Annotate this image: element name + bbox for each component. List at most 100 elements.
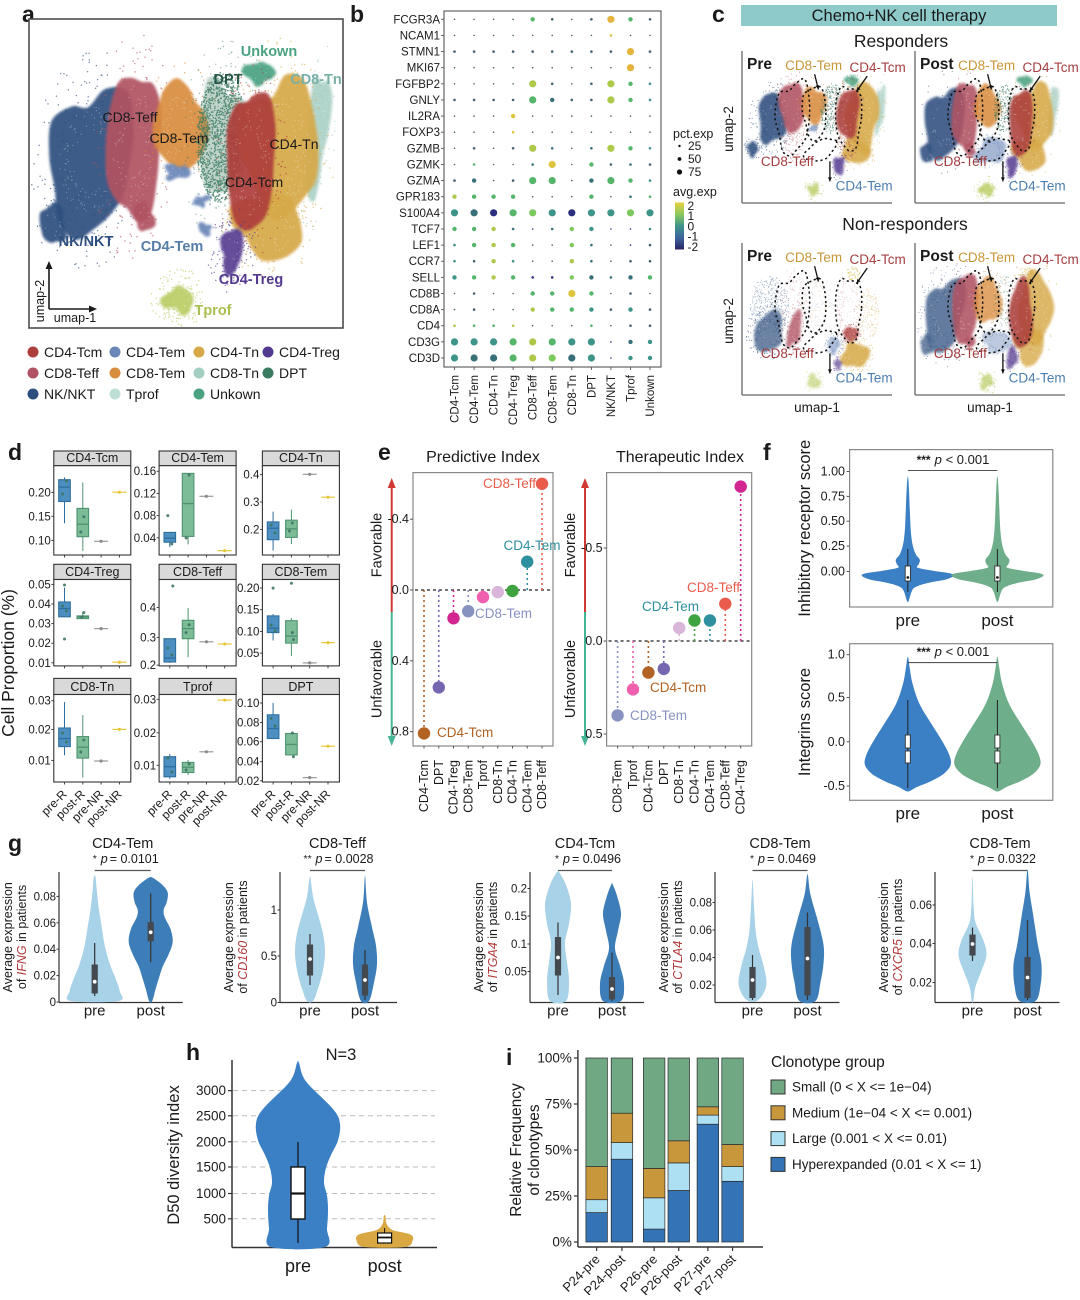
svg-text:2: 2 xyxy=(688,199,695,213)
svg-text:0.06: 0.06 xyxy=(237,737,259,749)
svg-text:NCAM1: NCAM1 xyxy=(400,30,440,42)
svg-text:*: * xyxy=(750,853,754,865)
svg-text:0.03: 0.03 xyxy=(134,694,156,706)
svg-text:0.04: 0.04 xyxy=(237,757,260,769)
svg-text:pre: pre xyxy=(547,1003,569,1020)
svg-text:500: 500 xyxy=(203,1211,226,1226)
svg-text:1.0: 1.0 xyxy=(828,648,845,662)
svg-text:< 0.001: < 0.001 xyxy=(946,452,990,467)
svg-text:FGFBP2: FGFBP2 xyxy=(395,79,440,91)
svg-text:0.12: 0.12 xyxy=(134,488,156,500)
svg-text:Medium (1e−04 < X <= 0.001): Medium (1e−04 < X <= 0.001) xyxy=(792,1105,972,1120)
svg-text:post: post xyxy=(793,1003,822,1020)
svg-text:DPT: DPT xyxy=(657,760,671,785)
svg-text:CD4-Tem: CD4-Tem xyxy=(1009,179,1066,194)
svg-text:1.00: 1.00 xyxy=(821,465,845,479)
svg-text:0.2: 0.2 xyxy=(511,884,527,896)
svg-text:umap-1: umap-1 xyxy=(794,400,840,415)
svg-text:0.04: 0.04 xyxy=(34,944,57,956)
svg-text:0.75: 0.75 xyxy=(821,489,845,503)
svg-text:CD8-Tem: CD8-Tem xyxy=(785,250,842,265)
svg-text:*: * xyxy=(93,853,97,865)
svg-text:0.15: 0.15 xyxy=(237,605,259,617)
svg-text:CD4-Treg: CD4-Treg xyxy=(219,272,283,288)
svg-text:0.06: 0.06 xyxy=(690,925,712,937)
svg-text:25: 25 xyxy=(688,139,702,153)
svg-text:CD4-Treg: CD4-Treg xyxy=(279,344,340,360)
svg-text:CD4-Tem: CD4-Tem xyxy=(503,538,560,553)
svg-text:b: b xyxy=(350,1,364,27)
svg-text:1000: 1000 xyxy=(196,1186,226,1201)
svg-text:-0.5: -0.5 xyxy=(581,541,603,555)
svg-text:Unkown: Unkown xyxy=(210,386,261,402)
svg-text:0.03: 0.03 xyxy=(28,696,50,708)
svg-text:0.08: 0.08 xyxy=(237,718,259,730)
svg-text:CD8-Tn: CD8-Tn xyxy=(567,375,579,415)
svg-text:0.10: 0.10 xyxy=(237,626,259,638)
svg-text:pre: pre xyxy=(896,804,921,823)
svg-text:Unkown: Unkown xyxy=(241,44,297,60)
svg-text:CD8-Tn: CD8-Tn xyxy=(672,760,686,804)
svg-text:CD8-Tn: CD8-Tn xyxy=(491,760,505,804)
svg-text:D50 diversity index: D50 diversity index xyxy=(165,1085,183,1225)
svg-text:CD8-Tem: CD8-Tem xyxy=(547,375,559,424)
svg-text:CD4-Tcm: CD4-Tcm xyxy=(850,60,906,75)
svg-text:-2: -2 xyxy=(688,240,699,254)
svg-text:0.4: 0.4 xyxy=(140,603,157,615)
svg-text:GZMB: GZMB xyxy=(407,143,441,155)
svg-text:0.2: 0.2 xyxy=(140,660,156,672)
svg-text:0.01: 0.01 xyxy=(28,755,50,767)
svg-text:umap-1: umap-1 xyxy=(54,311,96,325)
svg-text:SELL: SELL xyxy=(412,272,441,284)
svg-text:CD8-Tem: CD8-Tem xyxy=(969,836,1030,852)
svg-text:N=3: N=3 xyxy=(326,1046,357,1064)
svg-text:0.8: 0.8 xyxy=(392,725,409,739)
svg-text:CD8-Teff: CD8-Teff xyxy=(934,154,987,169)
svg-text:Tprof: Tprof xyxy=(183,680,213,694)
svg-text:CD8-Teff: CD8-Teff xyxy=(934,346,987,361)
svg-text:CD4-Tcm: CD4-Tcm xyxy=(66,451,118,465)
svg-text:0.02: 0.02 xyxy=(690,980,712,992)
svg-text:of CD160 in patients: of CD160 in patients xyxy=(236,880,250,993)
svg-text:CD8-Teff: CD8-Teff xyxy=(103,109,158,125)
svg-text:0.05: 0.05 xyxy=(505,967,527,979)
svg-text:0.08: 0.08 xyxy=(690,898,712,910)
svg-text:*: * xyxy=(555,853,559,865)
svg-text:Inhibitory receptor score: Inhibitory receptor score xyxy=(796,440,814,617)
svg-text:pre: pre xyxy=(84,1003,106,1020)
svg-text:Tprof: Tprof xyxy=(476,759,490,789)
svg-text:i: i xyxy=(506,1044,512,1070)
svg-text:umap-2: umap-2 xyxy=(721,298,736,344)
svg-text:0.10: 0.10 xyxy=(28,535,50,547)
svg-text:0.10: 0.10 xyxy=(237,698,259,710)
svg-text:CD8-Tem: CD8-Tem xyxy=(475,606,532,621)
svg-text:g: g xyxy=(8,830,22,856)
svg-text:0.05: 0.05 xyxy=(237,648,259,660)
svg-text:CD8-Tn: CD8-Tn xyxy=(210,365,259,381)
svg-text:of clonotypes: of clonotypes xyxy=(526,1104,543,1196)
svg-text:p: p xyxy=(934,644,942,659)
svg-text:0.03: 0.03 xyxy=(28,619,50,631)
svg-text:0: 0 xyxy=(50,997,56,1009)
svg-text:p: p xyxy=(934,452,942,467)
svg-text:= 0.0101: = 0.0101 xyxy=(110,852,159,866)
svg-text:0.5: 0.5 xyxy=(261,951,277,963)
svg-text:CD4-Tcm: CD4-Tcm xyxy=(555,836,615,852)
svg-text:post: post xyxy=(598,1003,627,1020)
svg-text:CD4-Tem: CD4-Tem xyxy=(520,760,534,813)
svg-text:CD4-Tn: CD4-Tn xyxy=(506,760,520,804)
svg-text:50%: 50% xyxy=(545,1143,572,1158)
svg-text:CD4-Tcm: CD4-Tcm xyxy=(225,174,283,190)
svg-text:pre: pre xyxy=(742,1003,764,1020)
svg-text:f: f xyxy=(763,439,771,465)
svg-text:Unfavorable: Unfavorable xyxy=(563,640,579,718)
svg-text:0.0: 0.0 xyxy=(585,634,602,648)
svg-text:0.3: 0.3 xyxy=(140,632,156,644)
svg-text:Tprof: Tprof xyxy=(126,386,159,402)
svg-text:0.02: 0.02 xyxy=(134,728,156,740)
svg-text:CD3G: CD3G xyxy=(408,337,440,349)
svg-text:Responders: Responders xyxy=(854,31,949,51)
svg-text:CD4-Tem: CD4-Tem xyxy=(836,179,893,194)
svg-text:0.16: 0.16 xyxy=(134,466,156,478)
svg-text:CD8-Tn: CD8-Tn xyxy=(70,680,114,694)
